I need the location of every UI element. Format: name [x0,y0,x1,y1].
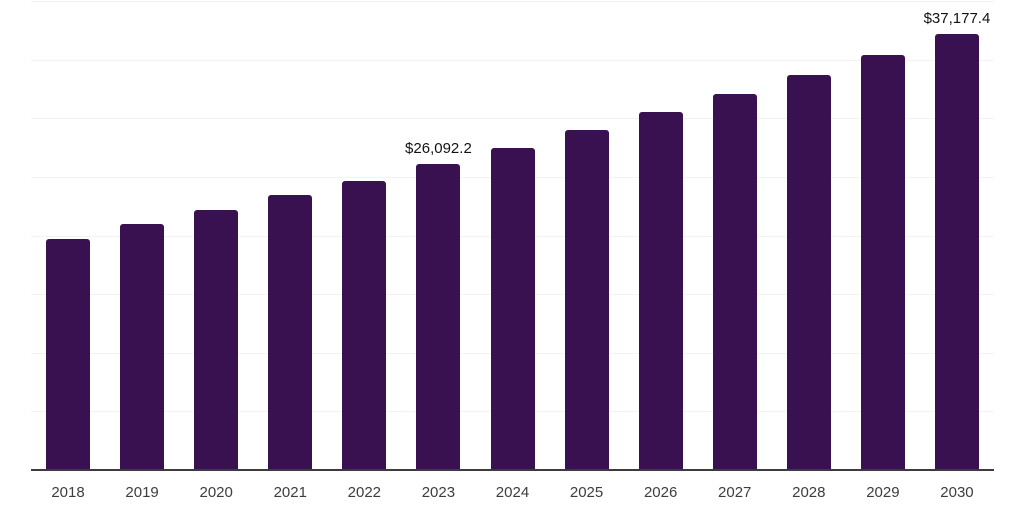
bar-2018 [46,239,91,470]
x-tick-label-2022: 2022 [347,484,382,501]
gridline [31,59,994,61]
bar-2021 [268,195,313,470]
bar-2029 [860,54,905,470]
bar-2022 [342,180,387,470]
bar-2019 [120,223,165,470]
x-tick-label-2030: 2030 [940,484,974,501]
bar-2027 [712,93,757,470]
plot-area: $26,092.2 $37,177.4 [31,1,994,470]
bar-2030 [934,34,979,470]
x-tick-label-2027: 2027 [718,484,752,501]
x-axis-labels: 2018 2019 2020 2021 2022 2023 2024 2025 2026 2027… [31,483,994,503]
x-tick-label-2025: 2025 [569,484,604,501]
bar-value-label-2030: $37,177.4 [923,10,991,28]
bar-2028 [786,75,831,470]
x-tick-label-2029: 2029 [866,484,900,501]
x-tick-label-2021: 2021 [273,484,307,501]
x-tick-label-2018: 2018 [51,484,85,501]
x-tick-label-2019: 2019 [125,484,159,501]
bar-2023 [416,164,461,470]
x-tick-label-2026: 2026 [643,484,678,501]
bar-2026 [638,111,683,470]
bar-2025 [564,129,609,470]
x-tick-label-2023: 2023 [421,484,456,501]
bar-value-label-2023: $26,092.2 [405,140,472,158]
x-tick-label-2028: 2028 [792,484,826,501]
gridline [31,1,994,2]
bar-2024 [490,147,535,470]
bar-2020 [194,209,239,470]
x-tick-label-2024: 2024 [495,484,530,501]
gridline [31,118,994,120]
x-axis-line [31,469,994,471]
x-tick-label-2020: 2020 [199,484,233,501]
